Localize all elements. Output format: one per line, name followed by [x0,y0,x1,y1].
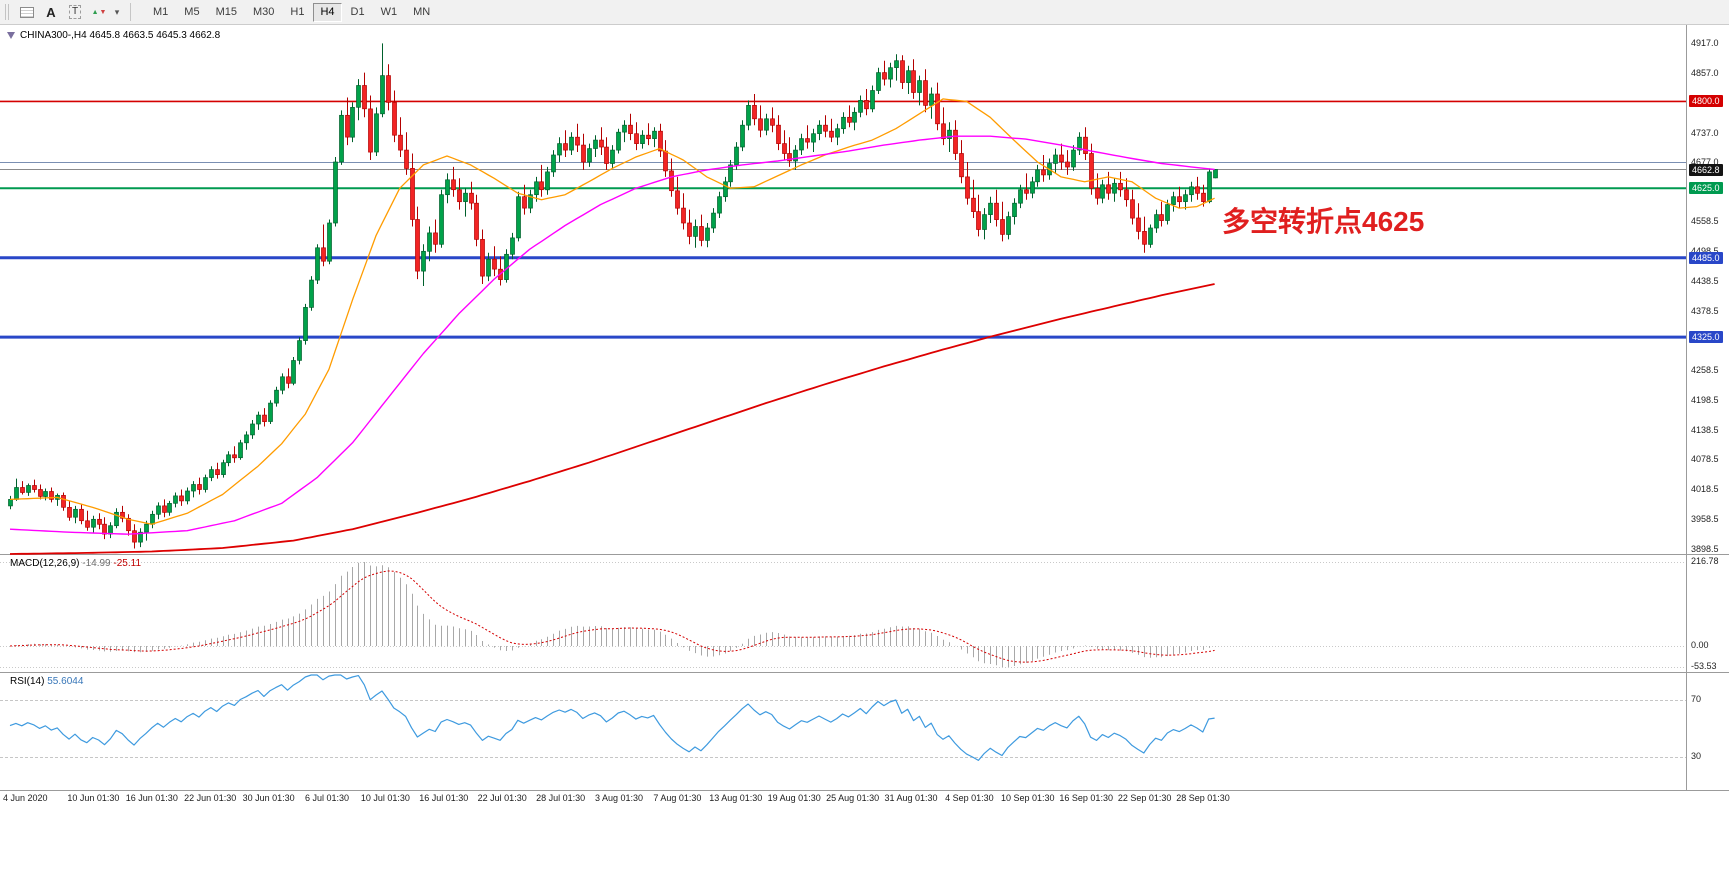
rsi-value: 55.6044 [47,676,84,687]
time-label: 10 Sep 01:30 [1001,793,1055,803]
rsi-axis-label: 30 [1691,751,1702,761]
timeframe-button-M15[interactable]: M15 [215,5,237,18]
price-tick: 4018.5 [1691,484,1719,494]
price-line-label-4625.0: 4625.0 [1689,182,1723,194]
timeframe-button-MN[interactable]: MN [413,5,431,18]
time-label: 19 Aug 01:30 [767,793,821,803]
price-tick: 4737.0 [1691,128,1719,138]
price-line-label-4800.0: 4800.0 [1689,95,1723,107]
price-tick: 4198.5 [1691,395,1719,405]
toolbar-drag-handle[interactable] [5,4,9,20]
down-arrow-icon: ▼ [99,8,107,16]
time-label: 31 Aug 01:30 [884,793,938,803]
time-label: 10 Jul 01:30 [360,793,410,803]
price-tick: 4438.5 [1691,276,1719,286]
time-label: 30 Jun 01:30 [242,793,295,803]
price-tick: 4917.0 [1691,38,1719,48]
timeframe-buttons: M1 M5 M15 M30 H1 H4 D1 W1 MN [145,2,438,22]
toolbar-separator [130,3,131,21]
chart-text-annotation: 多空转折点4625 [1222,206,1425,237]
chart-canvas[interactable] [0,25,1729,812]
timeframe-button-M5[interactable]: M5 [184,5,200,18]
price-tick: 3958.5 [1691,514,1719,524]
toolbar: A T ▲ ▼ ▾ M1 M5 M15 M30 H1 H4 D1 W1 MN [0,0,1729,25]
price-axis[interactable]: 4917.0 4857.0 4737.0 4677.0 4558.5 4498.5 4438… [1689,25,1729,812]
price-tick: 4857.0 [1691,68,1719,78]
timeframe-button-W1[interactable]: W1 [380,5,398,18]
chart-title-row: CHINA300-,H4 4645.8 4663.5 4645.3 4662.8 [7,30,220,41]
up-arrow-icon: ▲ [91,8,99,16]
text-tool-button[interactable]: A [40,2,62,22]
chart-grid-icon[interactable] [16,2,38,22]
one-click-trading-icon[interactable] [7,32,15,39]
price-line-label-4485.0: 4485.0 [1689,252,1723,264]
timeframe-button-H1[interactable]: H1 [290,5,305,18]
macd-name: MACD(12,26,9) [10,558,80,569]
time-label: 22 Jun 01:30 [184,793,237,803]
letter-t-icon: T [68,5,82,19]
macd-axis-label: 0.00 [1691,640,1709,650]
time-label: 7 Aug 01:30 [653,793,702,803]
macd-axis-label: 216.78 [1691,556,1719,566]
macd-indicator-label: MACD(12,26,9) -14.99 -25.11 [10,558,141,569]
price-tick: 4558.5 [1691,216,1719,226]
price-line-label-4662.8: 4662.8 [1689,164,1723,176]
arrow-tools-button[interactable]: ▲ ▼ [88,2,110,22]
price-tick: 3898.5 [1691,544,1719,554]
chart-area[interactable]: CHINA300-,H4 4645.8 4663.5 4645.3 4662.8… [0,25,1729,812]
macd-axis-label: -53.53 [1691,661,1717,671]
time-label: 25 Aug 01:30 [826,793,880,803]
price-line-label-4325.0: 4325.0 [1689,331,1723,343]
rsi-axis-label: 70 [1691,694,1702,704]
macd-main-value: -14.99 [82,558,111,569]
timeframe-button-D1[interactable]: D1 [350,5,365,18]
time-label: 22 Jul 01:30 [477,793,527,803]
macd-signal-value: -25.11 [113,558,142,569]
timeframe-button-H4[interactable]: H4 [313,2,342,22]
price-tick: 4138.5 [1691,425,1719,435]
chart-title: CHINA300-,H4 4645.8 4663.5 4645.3 4662.8 [20,30,221,41]
price-tick: 4378.5 [1691,306,1719,316]
time-label: 6 Jul 01:30 [304,793,350,803]
timeframe-button-M30[interactable]: M30 [252,5,275,18]
grid-glyph [20,6,34,18]
price-tick: 4677.0 [1691,157,1719,167]
time-label: 13 Aug 01:30 [709,793,763,803]
time-label: 28 Jul 01:30 [536,793,586,803]
time-label: 16 Jun 01:30 [125,793,178,803]
textbox-tool-button[interactable]: T [64,2,86,22]
rsi-name: RSI(14) [10,676,45,687]
time-axis[interactable]: 4 Jun 2020 10 Jun 01:30 16 Jun 01:30 22 Jun… [0,791,1686,811]
time-label: 3 Aug 01:30 [594,793,644,803]
price-tick: 4498.5 [1691,246,1719,256]
time-label: 10 Jun 01:30 [67,793,120,803]
time-label: 16 Jul 01:30 [419,793,469,803]
dropdown-caret-icon[interactable]: ▾ [114,6,120,17]
time-label: 4 Jun 2020 [3,793,48,803]
rsi-indicator-label: RSI(14) 55.6044 [10,676,83,687]
timeframe-button-M1[interactable]: M1 [153,5,169,18]
price-tick: 4078.5 [1691,454,1719,464]
time-label: 22 Sep 01:30 [1117,793,1172,803]
price-tick: 4258.5 [1691,365,1719,375]
time-label: 4 Sep 01:30 [945,793,994,803]
time-label: 28 Sep 01:30 [1176,793,1230,803]
time-label: 16 Sep 01:30 [1059,793,1113,803]
letter-a-icon: A [46,4,56,20]
